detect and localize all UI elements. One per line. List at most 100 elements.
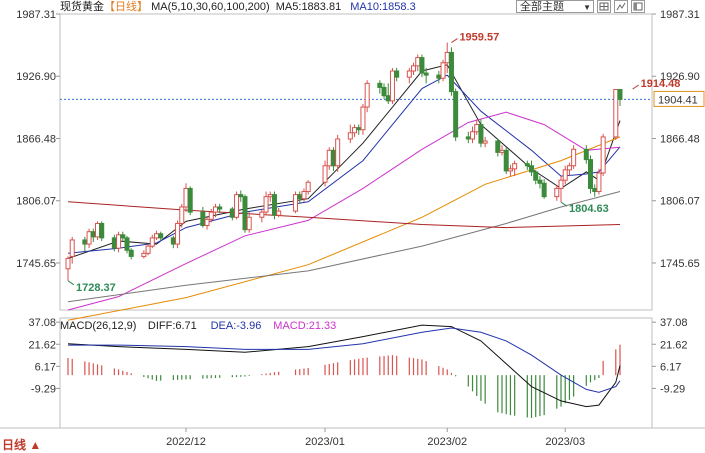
candle-body [242, 196, 248, 231]
ma10-value: MA10:1858.3 [350, 1, 416, 13]
candle-body [259, 211, 265, 218]
candle-body [444, 51, 450, 64]
candle-body [533, 171, 539, 181]
macd-tick-label-right: 37.08 [660, 317, 688, 329]
grid-icon[interactable] [597, 0, 611, 13]
annotation-label: 1728.37 [76, 282, 116, 294]
candle-body [149, 237, 155, 247]
candle-body [562, 169, 568, 181]
last-price-label: 1904.41 [658, 94, 698, 106]
ma-legend: MA(5,10,30,60,100,200) [151, 1, 270, 13]
candle-body [111, 237, 117, 249]
candle-body [330, 149, 336, 167]
y-tick-label-left: 1806.07 [16, 196, 56, 208]
annotation-leader [632, 84, 639, 90]
candle-body [448, 51, 454, 93]
y-tick-label-left: 1745.65 [16, 258, 56, 270]
ma-line-ma10 [67, 74, 621, 254]
candle-body [613, 89, 619, 138]
candle-body [381, 86, 387, 97]
candle-body [271, 194, 277, 216]
candle-body [82, 239, 88, 245]
candle-body [116, 234, 122, 249]
candle-body [470, 131, 476, 140]
y-tick-label-left: 1926.90 [16, 71, 56, 83]
x-tick-label: 2023/03 [545, 436, 585, 448]
layout-icon[interactable] [631, 0, 645, 13]
x-tick-label: 2022/12 [166, 436, 206, 448]
period-button[interactable]: 日线 ▲ [2, 436, 41, 453]
candle-body [187, 187, 193, 213]
candle-body [411, 65, 417, 72]
candle-body [276, 210, 282, 216]
triangle-up-icon: ▲ [29, 438, 42, 452]
y-tick-label-right: 1987.31 [660, 9, 700, 21]
candle-body [423, 72, 429, 76]
candle-body [474, 124, 480, 133]
candle-body [204, 218, 210, 227]
period-label[interactable]: 【日线】 [104, 1, 148, 13]
candle-body [436, 74, 442, 79]
candle-body [503, 149, 509, 172]
candle-body [170, 237, 176, 245]
period-button-label: 日线 [2, 438, 27, 452]
candle-body [419, 57, 425, 74]
candle-body [596, 172, 602, 193]
candle-body [293, 194, 299, 212]
macd-tick-label-right: 21.62 [660, 339, 688, 351]
theme-selector[interactable]: 全部主题 ▼ [516, 0, 594, 13]
macd-diff-line [67, 324, 621, 408]
candle-body [453, 91, 459, 138]
x-tick-label: 2023/01 [305, 436, 345, 448]
candle-body [377, 82, 383, 88]
candle-body [495, 140, 501, 153]
macd-legend-label: DEA:-3.96 [211, 320, 262, 332]
candle-body [617, 89, 623, 100]
candle-body [305, 181, 311, 193]
annotation-label: 1804.63 [569, 203, 609, 215]
y-tick-label-right: 1866.48 [660, 133, 700, 145]
annotation-leader [560, 201, 568, 207]
candle-body [141, 252, 147, 257]
candle-body [124, 237, 130, 251]
candle-body [90, 231, 96, 238]
candle-body [352, 127, 358, 134]
candle-body [356, 127, 362, 131]
chevron-down-icon: ▼ [583, 3, 591, 12]
macd-tick-label-left: 21.62 [28, 339, 56, 351]
candle-body [297, 194, 303, 200]
candle-body [99, 222, 105, 239]
annotation-leader [451, 38, 458, 43]
candle-body [128, 249, 134, 257]
macd-tick-label-right: -9.29 [660, 383, 685, 395]
candle-body [65, 257, 71, 270]
candle-body [360, 106, 366, 131]
candle-body [217, 206, 223, 210]
candle-body [482, 140, 488, 144]
candle-body [86, 231, 92, 245]
candle-body [478, 124, 484, 144]
ma-line-ma5 [67, 64, 621, 259]
candle-body [592, 187, 598, 193]
theme-selector-label: 全部主题 [520, 1, 564, 13]
y-tick-label-left: 1866.48 [16, 133, 56, 145]
macd-dea-line [68, 327, 621, 393]
candle-body [183, 187, 189, 208]
macd-legend-label: MACD:21.33 [273, 320, 336, 332]
candle-body [394, 70, 400, 78]
candle-body [554, 187, 560, 198]
y-tick-label-right: 1926.90 [660, 71, 700, 83]
macd-legend-label: MACD(26,12,9) [60, 320, 136, 332]
chart-icon[interactable] [614, 0, 628, 13]
candle-body [583, 148, 589, 161]
y-tick-label-right: 1745.65 [660, 258, 700, 270]
ma5-value: MA5:1883.81 [275, 1, 342, 13]
ma-line-ma200 [67, 201, 621, 229]
candle-body [537, 179, 543, 184]
candle-body [406, 70, 412, 78]
macd-panel-frame [59, 317, 653, 429]
candle-body [415, 57, 421, 67]
candle-body [158, 233, 164, 239]
candle-body [234, 194, 240, 218]
